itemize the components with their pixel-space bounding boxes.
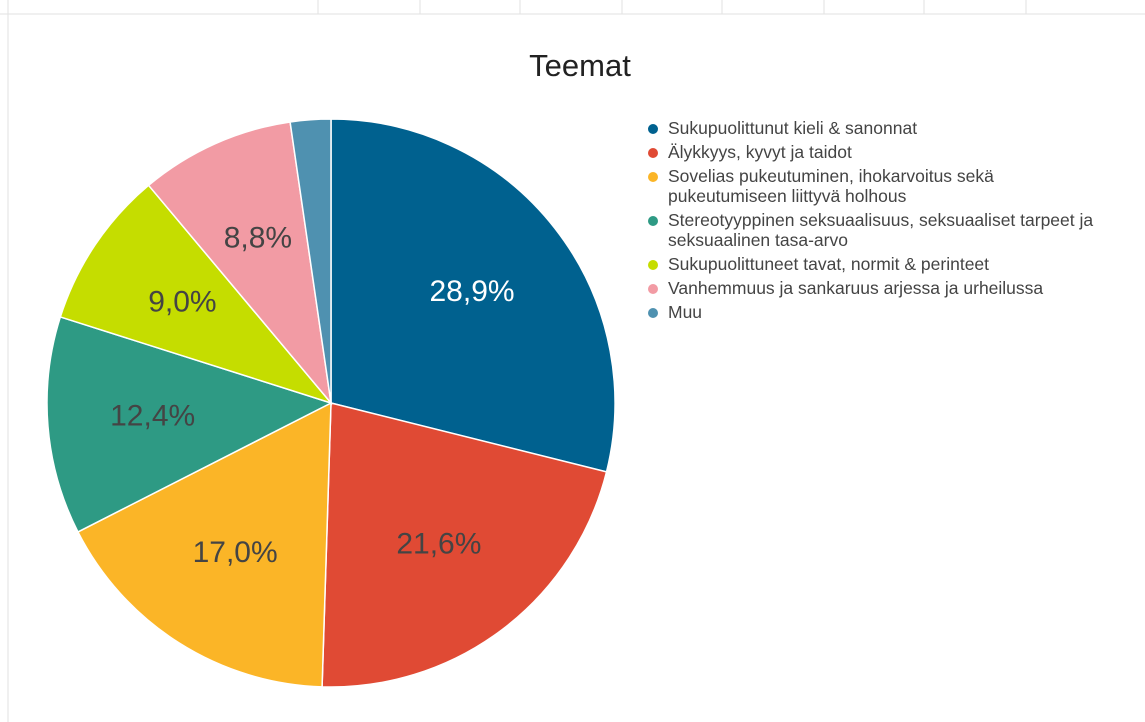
pie-slice xyxy=(330,118,616,473)
legend-label: Sovelias pukeutuminen, ihokarvoitus sekä… xyxy=(668,166,994,206)
legend-item: Älykkyys, kyvyt ja taidot xyxy=(648,142,1108,162)
legend-label: Sukupuolittunut kieli & sanonnat xyxy=(668,118,918,138)
legend-item: Muu xyxy=(648,302,1108,322)
legend-swatch xyxy=(648,260,658,270)
chart-title: Teemat xyxy=(529,48,631,83)
legend-swatch xyxy=(648,308,658,318)
pie-slice xyxy=(289,118,332,404)
legend-swatch xyxy=(648,148,658,158)
legend-swatch xyxy=(648,172,658,182)
legend-item: Vanhemmuus ja sankaruus arjessa ja urhei… xyxy=(648,278,1108,298)
data-label: 17,0% xyxy=(193,536,278,569)
data-label: 12,4% xyxy=(110,400,195,433)
pie-slice xyxy=(321,402,608,688)
data-label: 21,6% xyxy=(396,528,481,561)
legend-item: Sukupuolittunut kieli & sanonnat xyxy=(648,118,1108,138)
legend-swatch xyxy=(648,216,658,226)
legend-item: Sukupuolittuneet tavat, normit & perinte… xyxy=(648,254,1108,274)
legend-item: Stereotyyppinen seksuaalisuus, seksuaali… xyxy=(648,210,1108,250)
legend-label: Stereotyyppinen seksuaalisuus, seksuaali… xyxy=(668,210,1094,250)
legend-item: Sovelias pukeutuminen, ihokarvoitus sekä… xyxy=(648,166,1108,206)
data-label: 9,0% xyxy=(148,285,216,318)
pie-slice xyxy=(147,121,333,406)
legend-swatch xyxy=(648,124,658,134)
data-label: 8,8% xyxy=(224,222,292,255)
legend-label: Älykkyys, kyvyt ja taidot xyxy=(668,142,852,162)
pie-slice xyxy=(59,184,334,405)
legend-label: Vanhemmuus ja sankaruus arjessa ja urhei… xyxy=(668,278,1044,298)
legend: Sukupuolittunut kieli & sanonnat Älykkyys… xyxy=(648,118,1108,326)
pie-slice xyxy=(46,315,333,533)
legend-label: Muu xyxy=(668,302,703,322)
pie: 28,9% 21,6% 17,0% 12,4% 9,0%8,8% xyxy=(46,118,616,688)
pie-slice xyxy=(76,401,332,688)
data-label: 28,9% xyxy=(429,275,514,308)
legend-label: Sukupuolittuneet tavat, normit & perinte… xyxy=(668,254,990,274)
legend-swatch xyxy=(648,284,658,294)
